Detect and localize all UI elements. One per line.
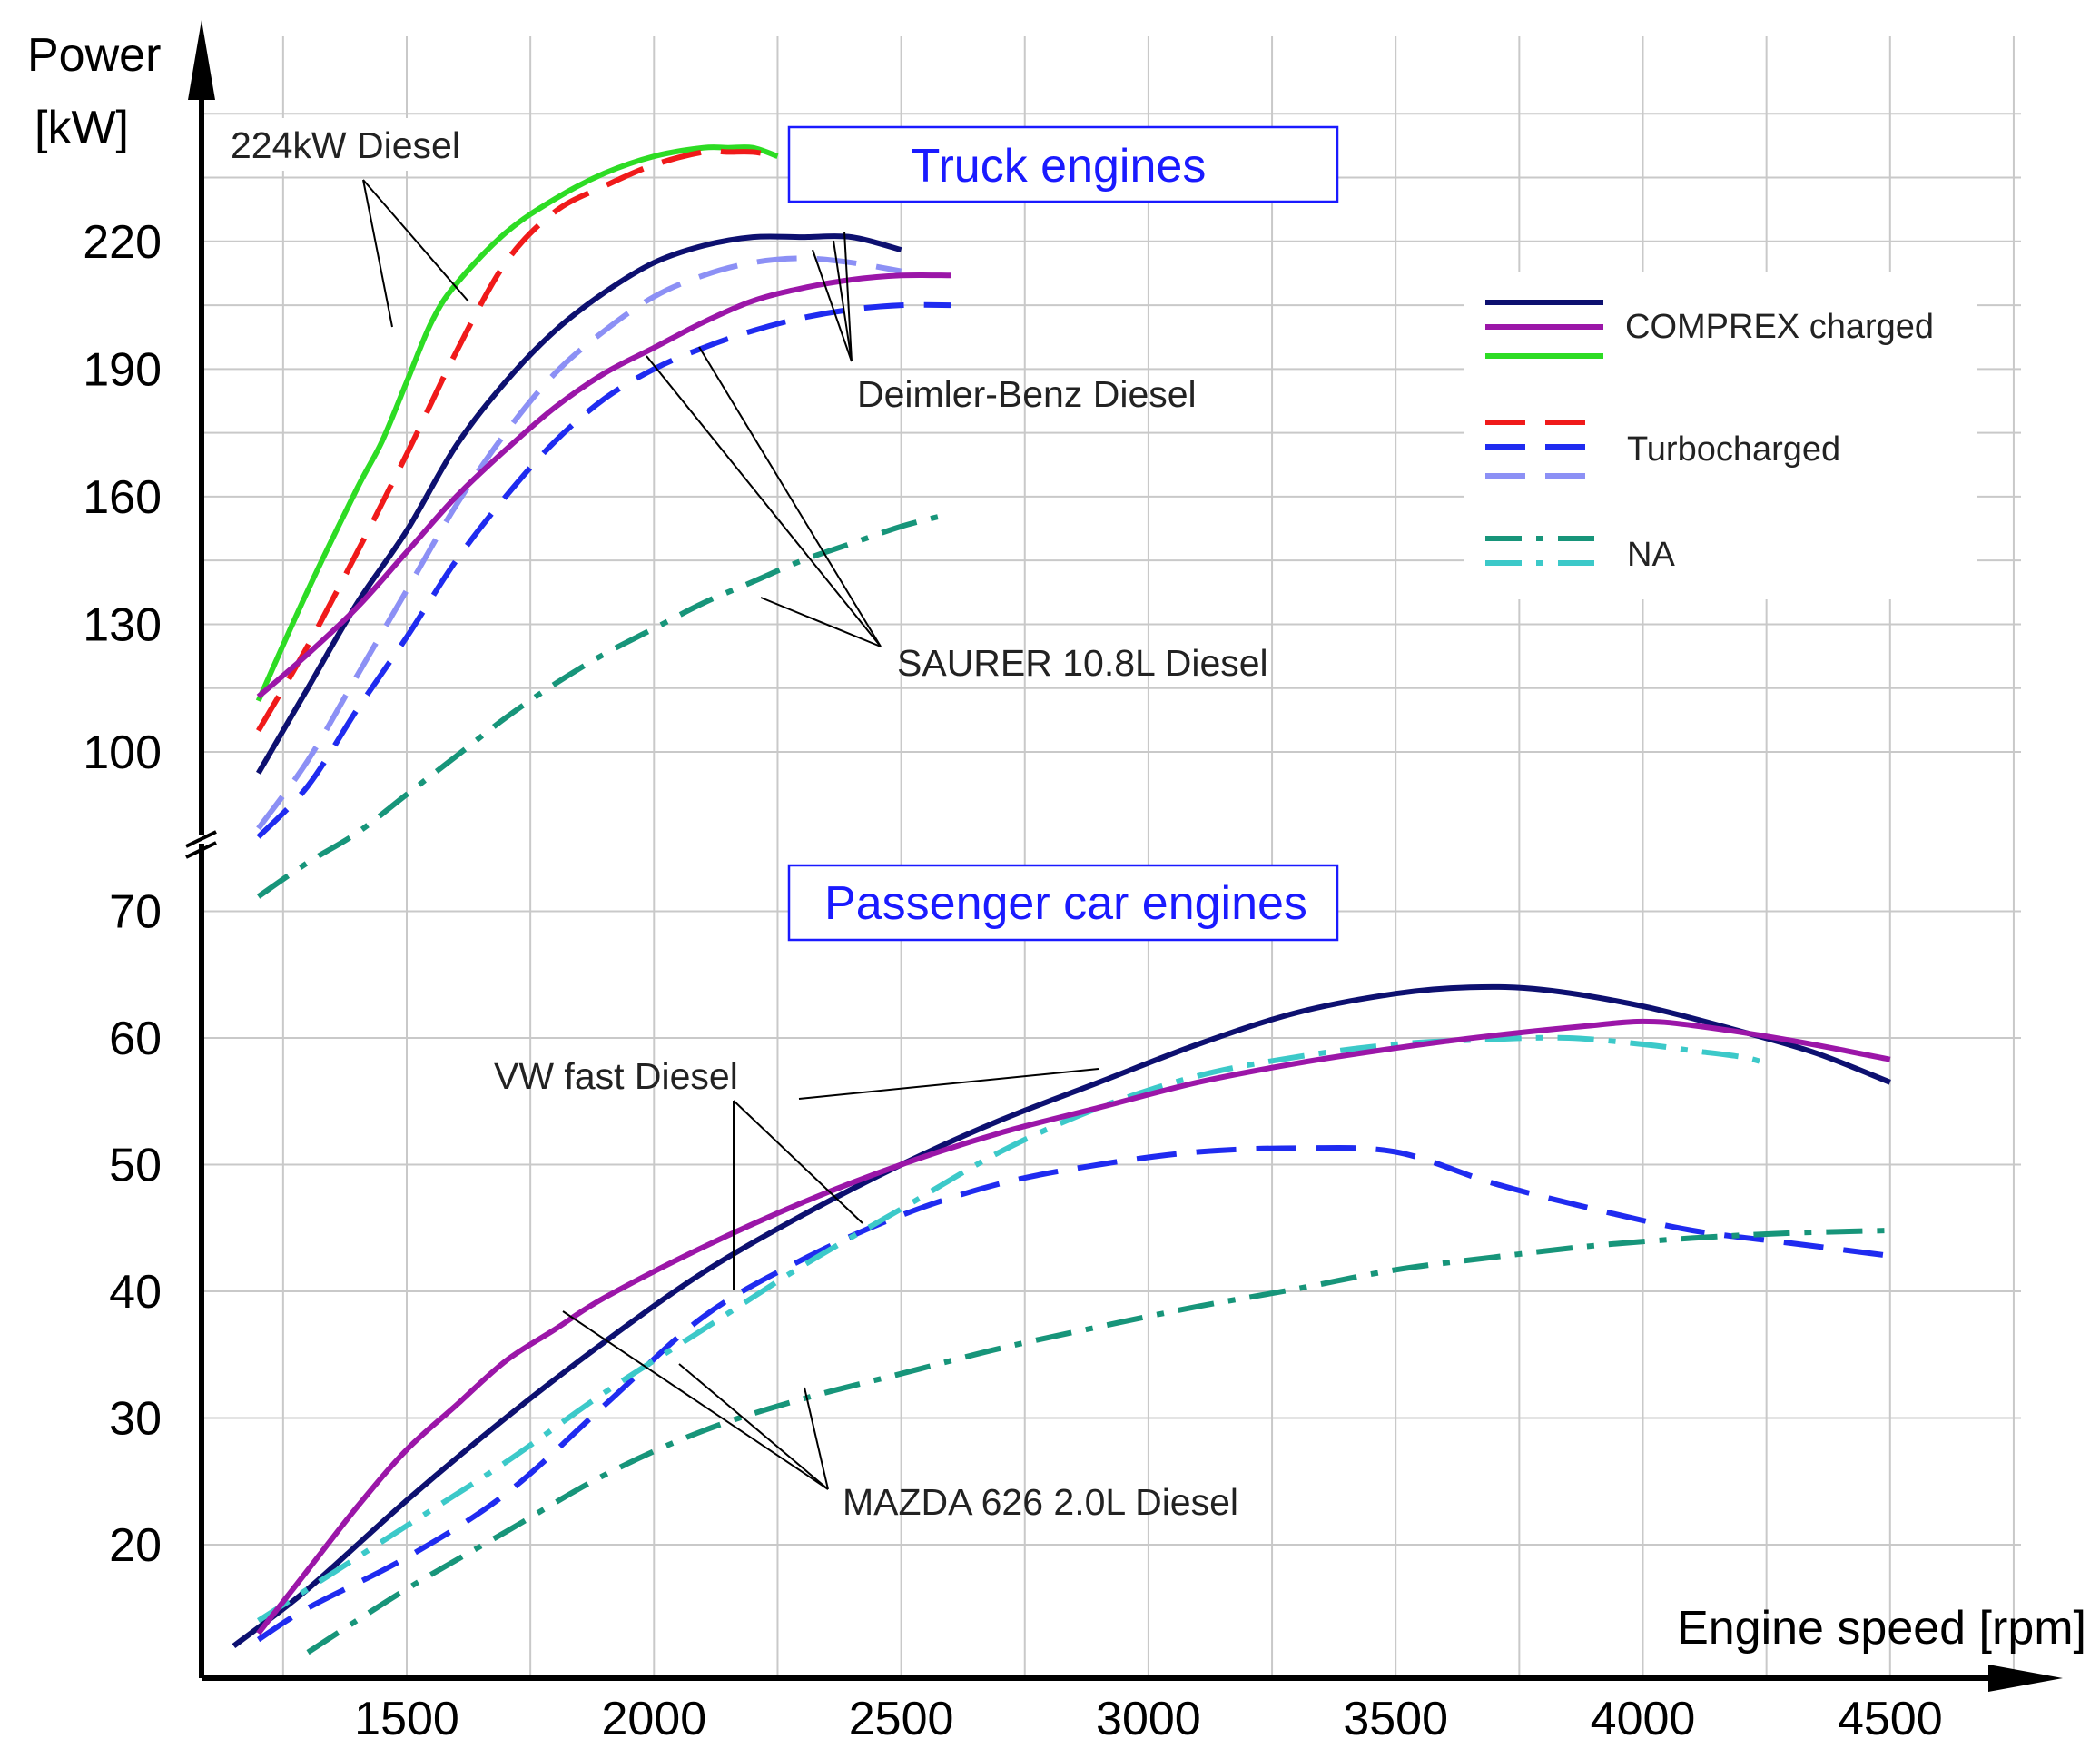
- leader-line: [812, 249, 853, 362]
- series-line-saurer-10-8l-diesel-comprex-charged: [256, 272, 951, 699]
- series-line-vw-fast-diesel-na: [256, 1034, 1768, 1624]
- leader-line: [733, 1100, 863, 1224]
- y-axis-unit: [kW]: [35, 102, 129, 154]
- x-tick-label: 4500: [1838, 1693, 1943, 1745]
- x-axis-arrow: [1988, 1665, 2063, 1692]
- annotation-224kw-diesel: 224kW Diesel: [231, 124, 460, 166]
- series-line-deimler-benz-diesel-comprex-charged: [256, 233, 902, 775]
- x-tick-label: 1500: [354, 1693, 459, 1745]
- leader-line: [843, 231, 853, 362]
- annotation-daimler-benz: Deimler-Benz Diesel: [857, 373, 1197, 415]
- y-tick-label: 30: [109, 1393, 162, 1446]
- series-line-mazda-626-2-0l-diesel-na: [306, 1228, 1890, 1655]
- leader-line: [804, 1387, 829, 1490]
- car-section-label: Passenger car engines: [824, 877, 1307, 930]
- leader-line: [698, 346, 882, 647]
- leader-line: [833, 240, 853, 362]
- series-line-saurer-10-8l-diesel-turbocharged: [256, 301, 951, 839]
- y-tick-label: 190: [83, 343, 162, 396]
- series-line-deimler-benz-diesel-turbocharged: [256, 255, 902, 831]
- series-line-vw-fast-diesel-turbocharged: [256, 1144, 1891, 1643]
- annotation-mazda: MAZDA 626 2.0L Diesel: [843, 1481, 1238, 1523]
- legend-lines: [1485, 300, 1603, 566]
- x-tick-label: 3500: [1343, 1693, 1448, 1745]
- leader-line: [678, 1363, 829, 1490]
- series-line-224kw-diesel-comprex-charged: [255, 144, 779, 703]
- annotation-bg: [225, 118, 488, 171]
- x-tick-label: 4000: [1591, 1693, 1696, 1745]
- y-tick-label: 60: [109, 1013, 162, 1065]
- y-tick-label: 50: [109, 1140, 162, 1192]
- x-tick-label: 2000: [601, 1693, 706, 1745]
- y-tick-label: 70: [109, 886, 162, 939]
- truck-section-box: Truck engines: [787, 125, 1339, 203]
- y-tick-label: 100: [83, 726, 162, 779]
- truck-section-frame: [787, 125, 1339, 203]
- y-tick-label: 220: [83, 216, 162, 269]
- legend-label-na: NA: [1627, 536, 1675, 574]
- y-axis-arrow: [188, 20, 215, 100]
- y-axis-title: Power: [27, 29, 161, 82]
- curves: [232, 144, 1891, 1655]
- x-tick-label: 3000: [1096, 1693, 1201, 1745]
- leader-line: [798, 1068, 1099, 1100]
- legend-label-comprex: COMPREX charged: [1625, 308, 1934, 346]
- series-line-vw-fast-diesel-comprex-charged: [232, 983, 1891, 1648]
- leader-line: [760, 597, 882, 647]
- leader-line: [646, 355, 882, 647]
- legend-label-turbocharged: Turbocharged: [1627, 430, 1840, 469]
- car-section-frame: [787, 864, 1339, 942]
- y-tick-label: 40: [109, 1266, 162, 1319]
- series-line-saurer-10-8l-diesel-na: [256, 510, 951, 899]
- leader-line: [562, 1310, 829, 1490]
- series-line-mazda-626-2-0l-diesel-comprex-charged: [256, 1018, 1891, 1635]
- y-tick-label: 160: [83, 471, 162, 524]
- leader-line: [362, 179, 469, 302]
- y-tick-label: 20: [109, 1519, 162, 1572]
- axis-break-mark: [185, 830, 217, 848]
- leader-line: [362, 179, 393, 328]
- x-tick-label: 2500: [849, 1693, 954, 1745]
- series-line-224kw-diesel-turbocharged: [256, 148, 779, 733]
- x-axis-title: Engine speed [rpm]: [1677, 1602, 2086, 1655]
- annotation-leaders: [362, 179, 1099, 1490]
- axis-break-mark: [185, 841, 217, 859]
- tick-labels: 1500 2000 2500 3000 3500 4000 4500 100 130 160 190…: [83, 216, 1942, 1745]
- legend: COMPREX charged Turbocharged NA: [1464, 272, 1977, 599]
- truck-section-label: Truck engines: [912, 140, 1207, 193]
- y-tick-label: 130: [83, 598, 162, 651]
- annotation-saurer: SAURER 10.8L Diesel: [897, 642, 1268, 684]
- car-section-box: Passenger car engines: [787, 864, 1339, 942]
- axes: [185, 20, 2063, 1692]
- annotation-vw: VW fast Diesel: [494, 1055, 738, 1097]
